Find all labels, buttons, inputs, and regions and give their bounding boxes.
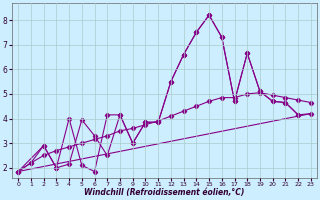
X-axis label: Windchill (Refroidissement éolien,°C): Windchill (Refroidissement éolien,°C) — [84, 188, 245, 197]
